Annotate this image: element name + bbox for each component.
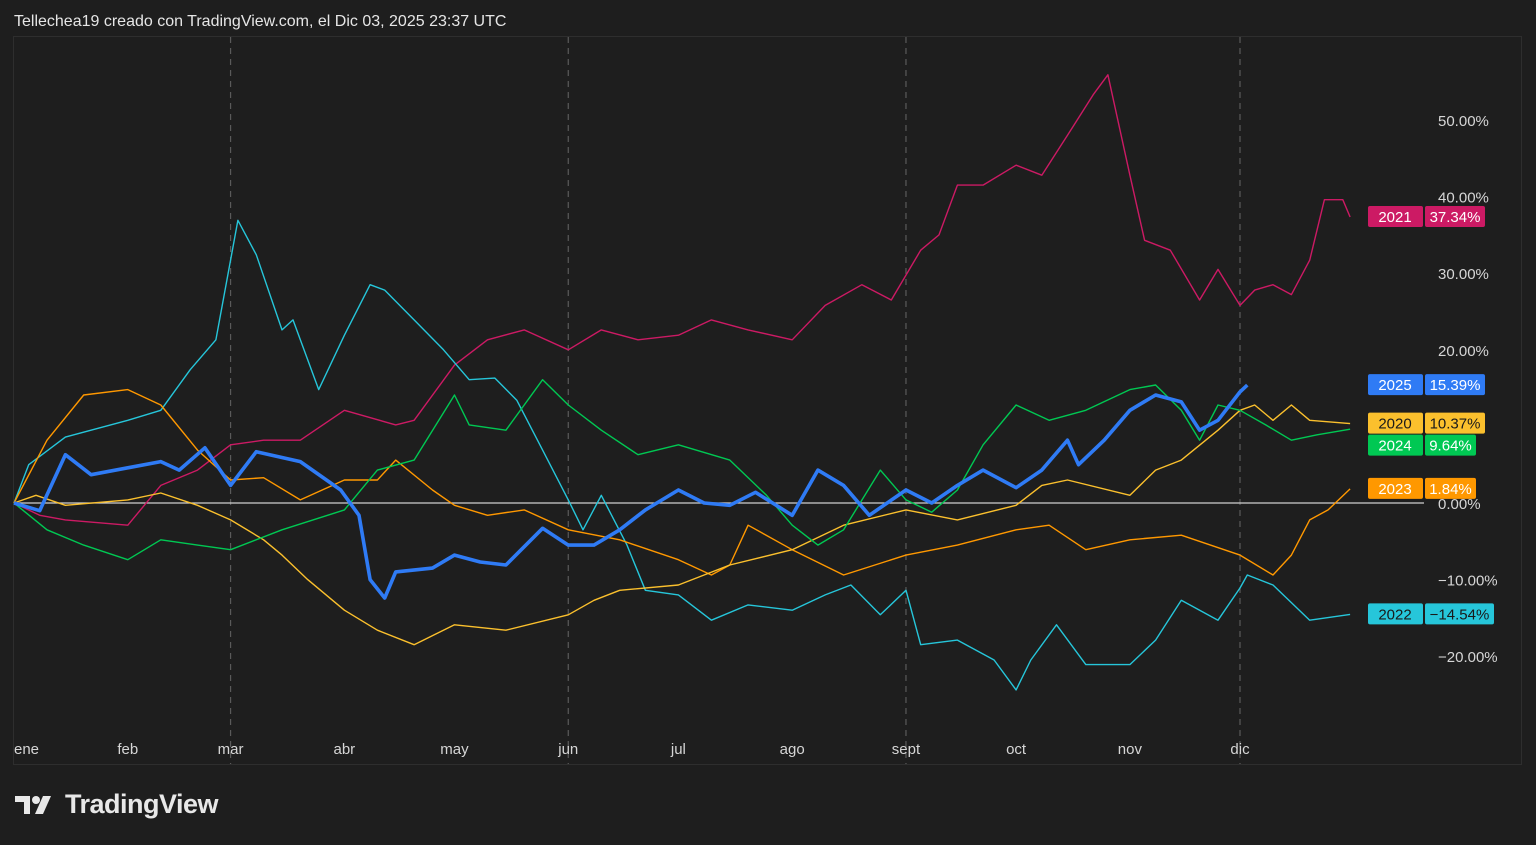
series-tag-name: 2020 [1378, 416, 1411, 433]
tradingview-logo-icon [15, 795, 51, 814]
series-tag-name: 2024 [1378, 438, 1411, 455]
x-tick-label: oct [1006, 741, 1027, 758]
series-tag-name-bg [1368, 603, 1423, 625]
series-line-2022 [13, 219, 1351, 691]
series-tag-name-bg [1368, 205, 1423, 227]
series-tag-name-bg [1368, 434, 1423, 456]
series-tag-value: 37.34% [1430, 209, 1481, 226]
series-tag-name: 2023 [1378, 481, 1411, 498]
y-tick-label: 30.00% [1438, 266, 1489, 283]
series-tag-value: 9.64% [1429, 438, 1472, 455]
tradingview-logo-text: TradingView [65, 789, 219, 819]
series-tag-value: 15.39% [1430, 377, 1481, 394]
series-line-2023 [13, 388, 1351, 576]
series-tag-name: 2022 [1378, 606, 1411, 623]
x-tick-label: jul [670, 741, 686, 758]
y-tick-label: 40.00% [1438, 190, 1489, 207]
y-tick-label: 0.00% [1438, 496, 1481, 513]
series-tag-value-bg [1425, 412, 1485, 434]
series-tag-value-bg [1425, 477, 1476, 499]
series-tag-value: 10.37% [1430, 416, 1481, 433]
x-tick-label: dic [1230, 741, 1250, 758]
series-tag-value-bg [1425, 434, 1476, 456]
series-tag-value-bg [1425, 374, 1485, 396]
x-tick-label: abr [334, 741, 356, 758]
chart-caption: Tellechea19 creado con TradingView.com, … [14, 13, 507, 30]
series-tag-name: 2021 [1378, 209, 1411, 226]
series-tag-value: −14.54% [1430, 606, 1490, 623]
series-tag-value: 1.84% [1429, 481, 1472, 498]
y-tick-label: 50.00% [1438, 113, 1489, 130]
series-tag-name: 2025 [1378, 377, 1411, 394]
series-line-2024 [13, 379, 1351, 561]
chart-pane[interactable] [13, 36, 1522, 765]
series-tag-value-bg [1425, 603, 1494, 625]
x-tick-label: feb [117, 741, 138, 758]
y-tick-label: 20.00% [1438, 343, 1489, 360]
x-tick-label: mar [218, 741, 244, 758]
series-line-2025 [13, 383, 1249, 600]
x-tick-label: jun [557, 741, 578, 758]
series-line-2020 [13, 404, 1351, 646]
series-tag-value-bg [1425, 205, 1485, 227]
series-tag-name-bg [1368, 412, 1423, 434]
x-tick-label: ene [14, 741, 39, 758]
y-tick-label: −20.00% [1438, 649, 1498, 666]
x-tick-label: sept [892, 741, 921, 758]
series-line-2021 [13, 74, 1351, 526]
y-tick-label: −10.00% [1438, 573, 1498, 590]
tradingview-logo[interactable]: TradingView [15, 789, 219, 820]
x-tick-label: may [440, 741, 469, 758]
x-tick-label: nov [1118, 741, 1143, 758]
series-tag-name-bg [1368, 477, 1423, 499]
series-tag-name-bg [1368, 374, 1423, 396]
x-tick-label: ago [780, 741, 805, 758]
